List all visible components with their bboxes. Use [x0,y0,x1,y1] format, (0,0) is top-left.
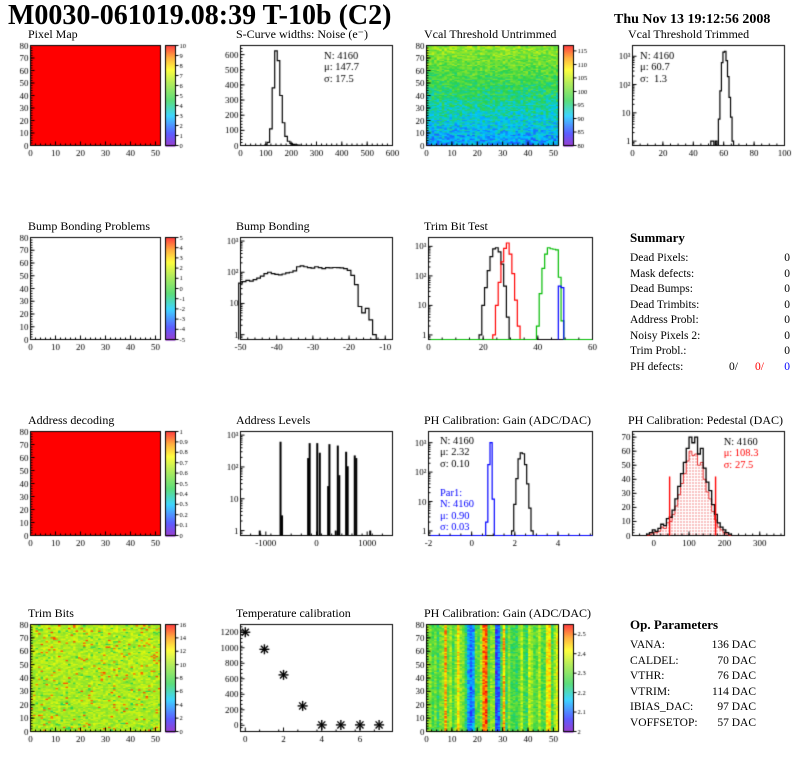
summary-row-dead-bumps: Dead Bumps: 0 [630,283,790,295]
plot-title: Vcal Threshold Untrimmed [424,27,557,41]
plot-title: PH Calibration: Gain (ADC/DAC) [424,413,591,427]
vcal-untrimmed-canvas[interactable] [400,41,602,160]
summary-row-trim-probl: Trim Probl.: 0 [630,345,790,357]
op-row-vtrim: VTRIM: 114 DAC [630,685,756,698]
plot-bump-bonding: Bump Bonding [212,220,402,354]
plot-address-levels: Address Levels [212,414,402,550]
summary-row-address-probl: Address Probl: 0 [630,314,790,326]
plot-bump-bonding-problems: Bump Bonding Problems [4,220,204,354]
op-row-voffsetop: VOFFSETOP: 57 DAC [630,716,756,729]
op-parameters-title: Op. Parameters [630,617,719,632]
summary-row-dead-pixels: Dead Pixels: 0 [630,252,790,264]
ph-defects-black: 0/ [729,360,738,373]
plot-title: Bump Bonding [236,219,310,233]
trim-bit-test-canvas[interactable] [400,233,602,354]
plot-address-decoding: Address decoding [4,414,204,550]
plot-title: Temperature calibration [236,606,351,620]
summary-row-ph-defects: PH defects: 0/ 0/ 0 [630,360,790,376]
summary-row-mask-defects: Mask defects: 0 [630,267,790,280]
ph-pedestal-canvas[interactable] [604,427,794,550]
plot-ph-pedestal: PH Calibration: Pedestal (DAC) [604,414,794,550]
pixel-map-canvas[interactable] [4,41,204,160]
bump-bonding-canvas[interactable] [212,233,402,354]
plot-ph-gain-map: PH Calibration: Gain (ADC/DAC) [400,607,602,747]
ph-defects-red: 0/ [755,360,764,373]
ph-gain-map-canvas[interactable] [400,620,602,746]
plot-scurve-noise: S-Curve widths: Noise (e⁻) [212,28,402,160]
plot-pixel-map: Pixel Map [4,28,204,160]
summary-row-noisy-pixels: Noisy Pixels 2: 0 [630,329,790,342]
ph-defects-blue: 0 [784,360,790,373]
summary-panel: Summary Dead Pixels: 0 Mask defects: 0 Dea… [604,220,794,373]
summary-row-dead-trimbits: Dead Trimbits: 0 [630,298,790,311]
address-levels-canvas[interactable] [212,427,402,550]
plot-trim-bits-map: Trim Bits [4,607,204,747]
op-row-vana: VANA: 136 DAC [630,639,756,651]
trim-bits-canvas[interactable] [4,620,204,746]
plot-title: Address Levels [236,413,311,427]
address-decoding-canvas[interactable] [4,427,204,550]
op-row-ibias: IBIAS_DAC: 97 DAC [630,701,756,713]
bump-problems-canvas[interactable] [4,233,204,354]
plot-title: Vcal Threshold Trimmed [628,27,750,41]
vcal-trimmed-canvas[interactable] [604,41,794,160]
plot-trim-bit-test: Trim Bit Test [400,220,602,354]
page-title: M0030-061019.08:39 T-10b (C2) [8,0,392,31]
plot-vcal-untrimmed: Vcal Threshold Untrimmed [400,28,602,160]
plot-title: Bump Bonding Problems [28,219,151,233]
temperature-calibration-canvas[interactable] [212,620,402,746]
plot-title: Trim Bits [28,606,74,620]
plot-title: Address decoding [28,413,115,427]
ph-gain-hist-canvas[interactable] [400,427,602,550]
plot-temperature-calibration: Temperature calibration [212,607,402,747]
scurve-noise-canvas[interactable] [212,41,402,160]
summary-title: Summary [630,230,685,245]
plot-ph-gain-hist: PH Calibration: Gain (ADC/DAC) [400,414,602,550]
plot-vcal-trimmed: Vcal Threshold Trimmed [604,28,794,160]
op-row-caldel: CALDEL: 70 DAC [630,654,756,667]
plot-title: Pixel Map [28,27,78,41]
plot-title: S-Curve widths: Noise (e⁻) [236,27,368,41]
op-row-vthr: VTHR: 76 DAC [630,670,756,682]
plot-title: PH Calibration: Gain (ADC/DAC) [424,606,591,620]
op-parameters-panel: Op. Parameters VANA: 136 DAC CALDEL: 70 DA… [604,607,794,757]
plot-title: PH Calibration: Pedestal (DAC) [628,413,783,427]
plot-title: Trim Bit Test [424,219,488,233]
timestamp: Thu Nov 13 19:12:56 2008 [614,12,771,27]
